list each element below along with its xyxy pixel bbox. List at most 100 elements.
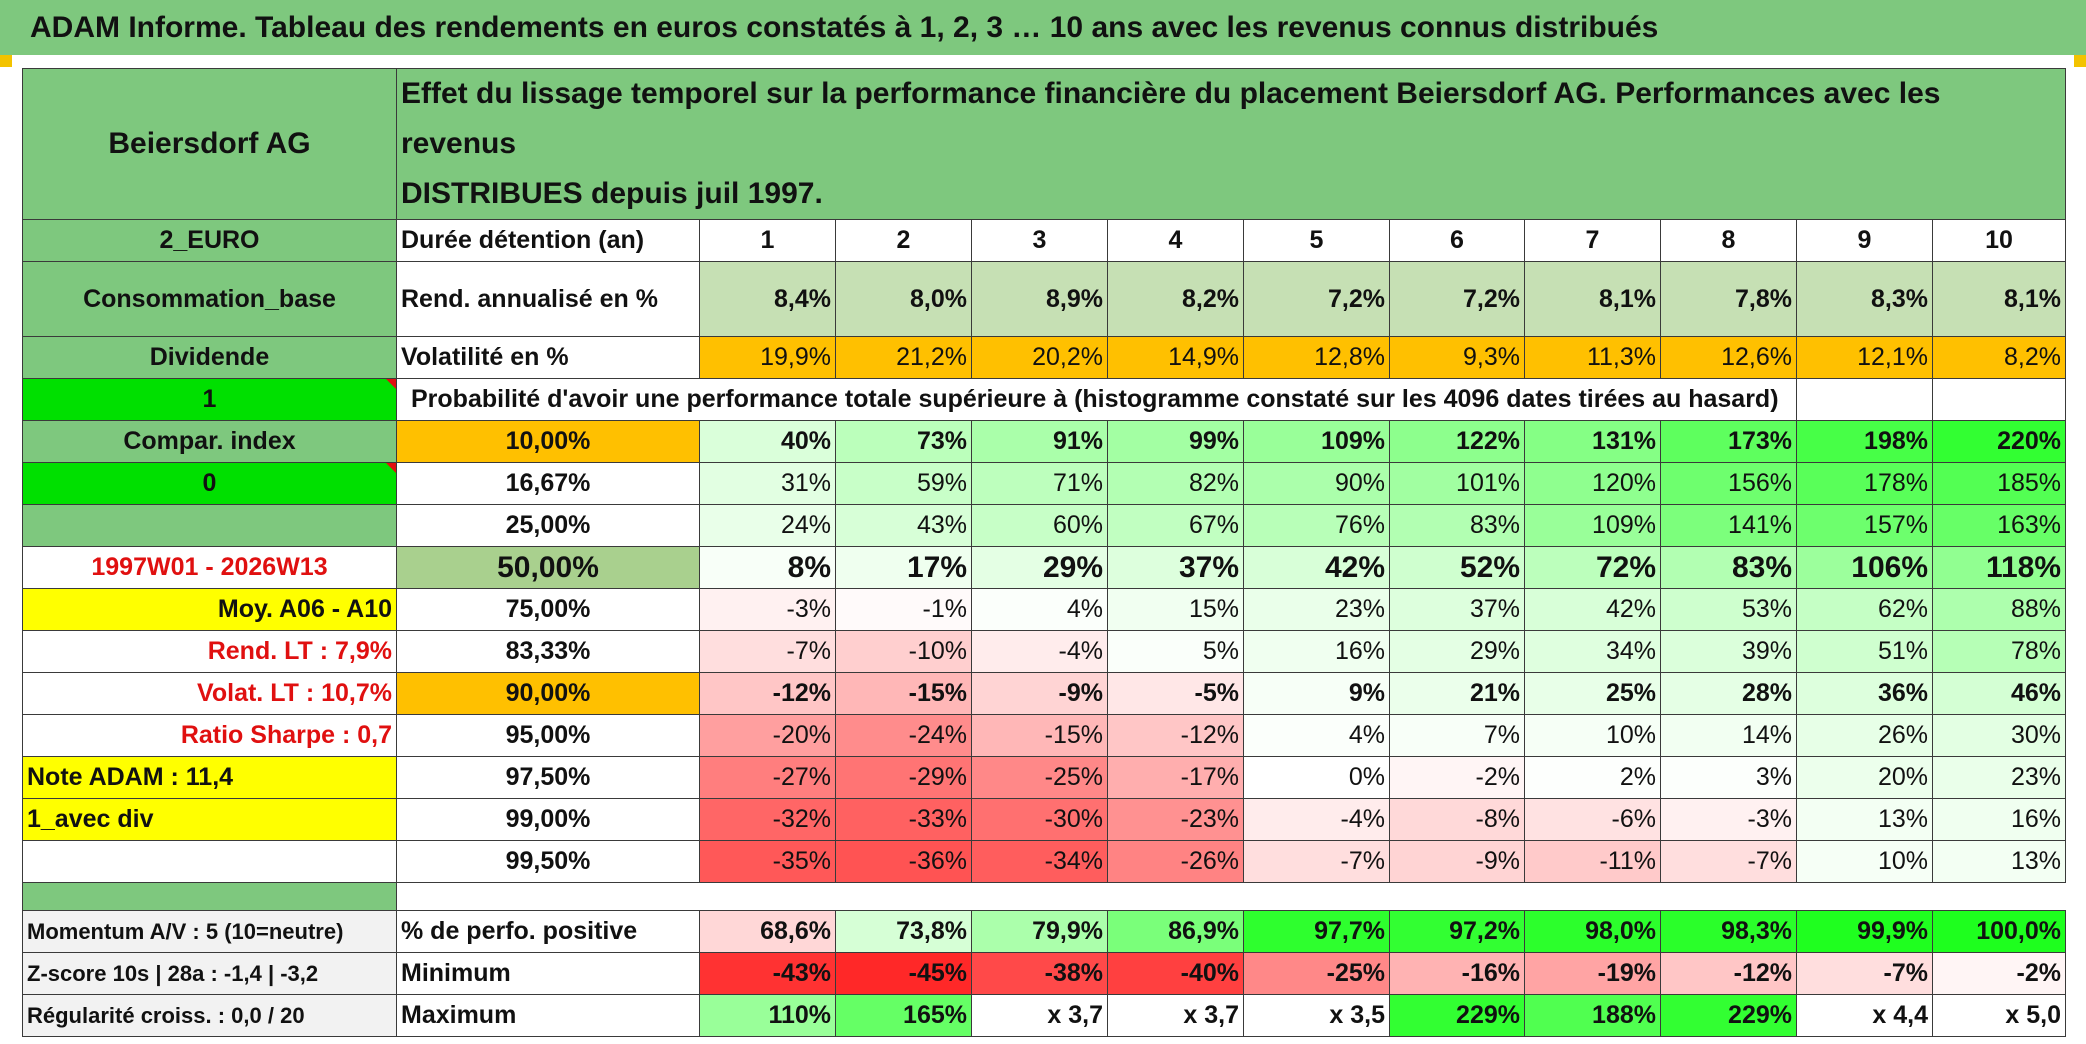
percentile-value: 10% xyxy=(1524,714,1661,757)
percentile-value: 73% xyxy=(835,420,972,463)
spacer-cell xyxy=(395,882,2066,911)
percentile-value: 4% xyxy=(971,588,1108,631)
percentile-value: -30% xyxy=(971,798,1108,841)
compar-index-value[interactable]: 0 xyxy=(22,462,397,505)
perfo_positive-cell: 98,3% xyxy=(1660,910,1797,953)
percentile-value: 23% xyxy=(1243,588,1390,631)
percentile-value: 90% xyxy=(1243,462,1390,505)
volatilite-cell: 9,3% xyxy=(1389,336,1525,379)
percentile-value: 40% xyxy=(699,420,836,463)
percentile-value: -29% xyxy=(835,756,972,799)
compar-index-label: Compar. index xyxy=(22,420,397,463)
sector-label: Consommation_base xyxy=(22,261,397,337)
rend-label: Rend. annualisé en % xyxy=(396,261,700,337)
percentile-value: -36% xyxy=(835,840,972,883)
percentile-value: 26% xyxy=(1796,714,1933,757)
ratio-sharpe-label: Ratio Sharpe : 0,7 xyxy=(22,714,397,757)
percentile-value: 78% xyxy=(1931,630,2067,673)
percentile-value: -17% xyxy=(1107,756,1244,799)
percentile-value: -2% xyxy=(1389,756,1525,799)
maximum-cell: x 3,5 xyxy=(1243,994,1390,1037)
percentile-value: 7% xyxy=(1389,714,1525,757)
maximum-cell: x 3,7 xyxy=(971,994,1108,1037)
percentile-value: -15% xyxy=(971,714,1108,757)
blank-cell xyxy=(22,840,397,883)
moy-label: Moy. A06 - A10 xyxy=(22,588,397,631)
corner-marker-left xyxy=(0,55,12,67)
percentile-value: -9% xyxy=(1389,840,1525,883)
percentile-label: 95,00% xyxy=(396,714,700,757)
percentile-value: -9% xyxy=(971,672,1108,715)
percentile-value: 13% xyxy=(1796,798,1933,841)
percentile-value: 109% xyxy=(1243,420,1390,463)
percentile-value: 51% xyxy=(1796,630,1933,673)
percentile-value: 71% xyxy=(971,462,1108,505)
proba-label: Probabilité d'avoir une performance tota… xyxy=(396,378,1797,421)
returns-table: Beiersdorf AG Effet du lissage temporel … xyxy=(22,68,2067,1037)
report-title: ADAM Informe. Tableau des rendements en … xyxy=(0,0,2086,55)
percentile-value: 60% xyxy=(971,504,1108,547)
minimum-cell: -7% xyxy=(1796,952,1933,995)
blank-green-cell xyxy=(22,504,397,547)
percentile-value: -15% xyxy=(835,672,972,715)
percentile-value: -1% xyxy=(835,588,972,631)
percentile-value: 23% xyxy=(1931,756,2067,799)
percentile-value: -4% xyxy=(971,630,1108,673)
percentile-value: 83% xyxy=(1660,546,1797,589)
percentile-value: -34% xyxy=(971,840,1108,883)
percentile-label: 97,50% xyxy=(396,756,700,799)
percentile-value: -7% xyxy=(699,630,836,673)
rendement-cell: 7,8% xyxy=(1660,261,1797,337)
maximum-cell: 229% xyxy=(1660,994,1797,1037)
percentile-label: 16,67% xyxy=(396,462,700,505)
percentile-value: -35% xyxy=(699,840,836,883)
rend-lt-label: Rend. LT : 7,9% xyxy=(22,630,397,673)
percentile-value: 62% xyxy=(1796,588,1933,631)
percentile-value: 46% xyxy=(1931,672,2067,715)
maximum-cell: 165% xyxy=(835,994,972,1037)
percentile-value: 120% xyxy=(1524,462,1661,505)
perfo_positive-cell: 97,2% xyxy=(1389,910,1525,953)
percentile-value: -33% xyxy=(835,798,972,841)
percentile-value: 10% xyxy=(1796,840,1933,883)
percentile-value: 20% xyxy=(1796,756,1933,799)
percentile-value: 24% xyxy=(699,504,836,547)
percentile-value: 59% xyxy=(835,462,972,505)
volatilite-cell: 12,8% xyxy=(1243,336,1390,379)
minimum-cell: -38% xyxy=(971,952,1108,995)
percentile-value: 36% xyxy=(1796,672,1933,715)
selector-cell[interactable]: 1 xyxy=(22,378,397,421)
percentile-value: 5% xyxy=(1107,630,1244,673)
percentile-label: 25,00% xyxy=(396,504,700,547)
percentile-value: 39% xyxy=(1660,630,1797,673)
rendement-cell: 8,0% xyxy=(835,261,972,337)
percentile-value: 17% xyxy=(835,546,972,589)
year-header: 3 xyxy=(971,219,1108,262)
maximum-cell: 110% xyxy=(699,994,836,1037)
perfo_positive-cell: 100,0% xyxy=(1931,910,2067,953)
rendement-cell: 8,9% xyxy=(971,261,1108,337)
minimum-cell: -12% xyxy=(1660,952,1797,995)
percentile-value: 220% xyxy=(1931,420,2067,463)
percentile-value: 37% xyxy=(1389,588,1525,631)
maximum-cell: x 5,0 xyxy=(1931,994,2067,1037)
percentile-value: 42% xyxy=(1524,588,1661,631)
percentile-value: 163% xyxy=(1931,504,2067,547)
percentile-value: -20% xyxy=(699,714,836,757)
percentile-value: -5% xyxy=(1107,672,1244,715)
percentile-value: 31% xyxy=(699,462,836,505)
rendement-cell: 8,4% xyxy=(699,261,836,337)
percentile-value: 122% xyxy=(1389,420,1525,463)
percentile-value: 109% xyxy=(1524,504,1661,547)
description-line2: DISTRIBUES depuis juil 1997. xyxy=(401,177,823,210)
percentile-value: 2% xyxy=(1524,756,1661,799)
percentile-value: 76% xyxy=(1243,504,1390,547)
percentile-value: 14% xyxy=(1660,714,1797,757)
percentile-value: 101% xyxy=(1389,462,1525,505)
avec-div-label: 1_avec div xyxy=(22,798,397,841)
percentile-value: 4% xyxy=(1243,714,1390,757)
percentile-value: -32% xyxy=(699,798,836,841)
percentile-value: 21% xyxy=(1389,672,1525,715)
percentile-value: -26% xyxy=(1107,840,1244,883)
rendement-cell: 8,3% xyxy=(1796,261,1933,337)
